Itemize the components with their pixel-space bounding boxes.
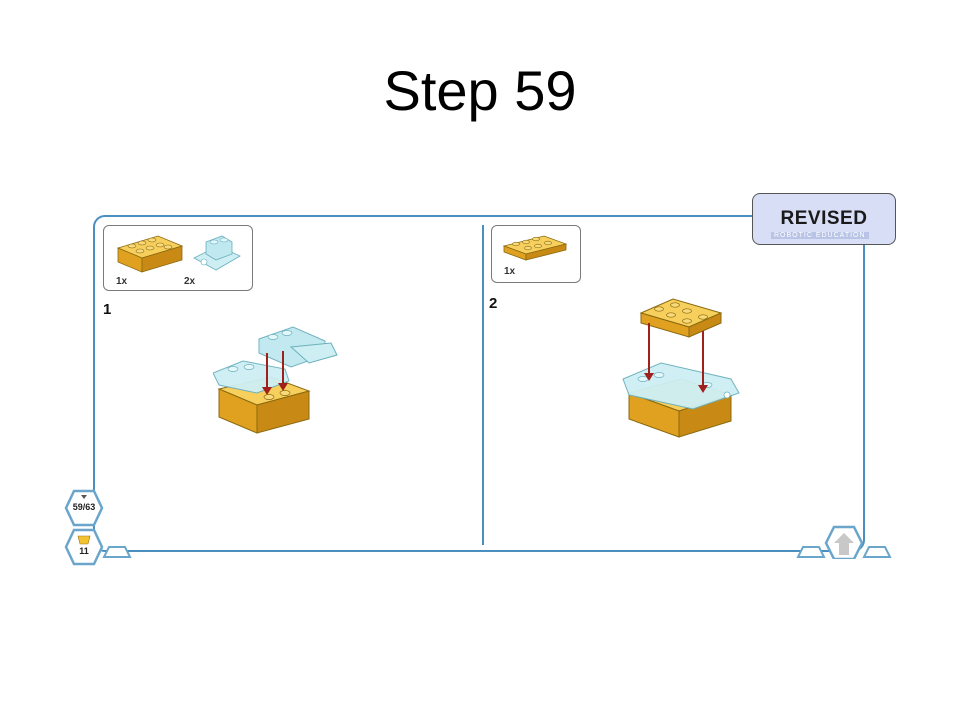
page-title: Step 59 xyxy=(383,59,577,122)
yellow-2x4-plate-icon xyxy=(502,235,568,261)
step2-assembly-illustration xyxy=(622,298,740,438)
revised-label: REVISED xyxy=(780,208,868,229)
step2-parts-callout: 1x xyxy=(491,225,581,283)
step1-parts-callout: 1x 2x xyxy=(103,225,253,291)
home-nav-hex[interactable] xyxy=(824,525,864,559)
part-qty: 2x xyxy=(184,276,196,287)
page-counter-hex[interactable] xyxy=(64,489,104,527)
next-nav-hex[interactable] xyxy=(862,545,892,559)
page-counter: 59/63 xyxy=(72,502,96,512)
trans-clear-tile-icon xyxy=(193,235,241,271)
step-number: 1 xyxy=(103,301,112,318)
part-list-hex[interactable] xyxy=(64,528,104,566)
revised-badge: REVISED ROBOTIC EDUCATION xyxy=(752,193,896,245)
step-number: 2 xyxy=(489,295,498,312)
part-count: 11 xyxy=(79,546,89,556)
part-qty: 1x xyxy=(116,276,128,287)
panel-divider xyxy=(482,225,484,545)
step1-assembly-illustration xyxy=(213,326,338,434)
prev-nav-hex[interactable] xyxy=(796,545,826,559)
revised-subtitle: ROBOTIC EDUCATION xyxy=(771,232,869,239)
yellow-2x4-brick-icon xyxy=(116,235,184,273)
instruction-panel: 1x 2x 1 xyxy=(93,215,865,552)
back-nav-hex[interactable] xyxy=(102,545,132,559)
part-qty: 1x xyxy=(504,266,516,277)
